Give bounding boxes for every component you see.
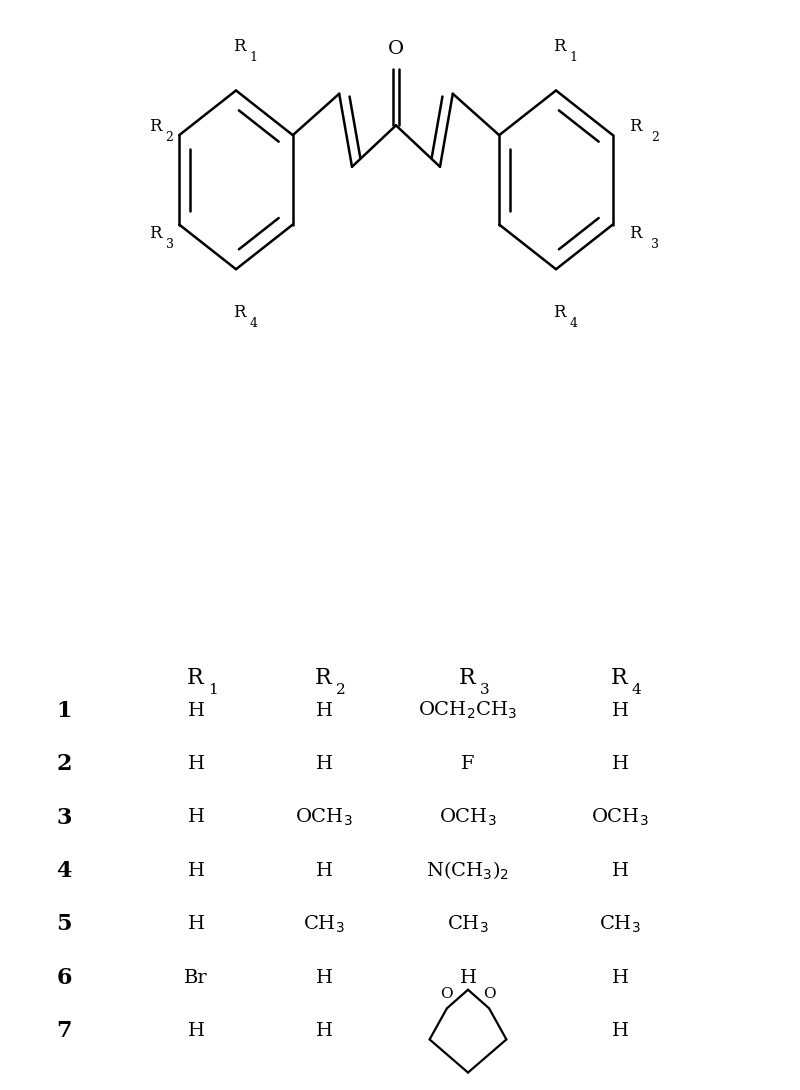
Text: H: H xyxy=(611,1022,629,1040)
Text: 3: 3 xyxy=(166,238,174,251)
Text: H: H xyxy=(187,862,205,880)
Text: 2: 2 xyxy=(166,131,174,144)
Text: 3: 3 xyxy=(56,807,72,828)
Text: CH$_3$: CH$_3$ xyxy=(599,913,641,935)
Text: H: H xyxy=(187,755,205,773)
Text: R: R xyxy=(187,667,204,689)
Text: R: R xyxy=(553,304,566,322)
Text: 4: 4 xyxy=(56,860,72,882)
Text: CH$_3$: CH$_3$ xyxy=(447,913,489,935)
Text: 4: 4 xyxy=(632,683,642,697)
Text: H: H xyxy=(315,862,333,880)
Text: OCH$_3$: OCH$_3$ xyxy=(439,807,497,828)
Text: 7: 7 xyxy=(56,1020,72,1042)
Text: 2: 2 xyxy=(336,683,346,697)
Text: H: H xyxy=(315,969,333,986)
Text: R: R xyxy=(233,304,246,322)
Text: R: R xyxy=(459,667,476,689)
Text: 2: 2 xyxy=(56,753,72,775)
Text: O: O xyxy=(388,40,404,58)
Text: OCH$_3$: OCH$_3$ xyxy=(295,807,353,828)
Text: H: H xyxy=(187,1022,205,1040)
Text: 6: 6 xyxy=(56,967,72,989)
Text: 5: 5 xyxy=(56,913,72,935)
Text: 1: 1 xyxy=(250,51,258,64)
Text: CH$_3$: CH$_3$ xyxy=(303,913,345,935)
Text: H: H xyxy=(611,862,629,880)
Text: 4: 4 xyxy=(570,317,578,330)
Text: 3: 3 xyxy=(480,683,490,697)
Text: H: H xyxy=(315,1022,333,1040)
Text: N(CH$_3$)$_2$: N(CH$_3$)$_2$ xyxy=(426,860,510,882)
Text: 1: 1 xyxy=(208,683,218,697)
Text: R: R xyxy=(553,38,566,56)
Text: H: H xyxy=(315,702,333,719)
Text: R: R xyxy=(149,118,162,135)
Text: 1: 1 xyxy=(56,700,72,722)
Text: R: R xyxy=(629,225,642,242)
Text: H: H xyxy=(611,702,629,719)
Text: 1: 1 xyxy=(570,51,578,64)
Text: 4: 4 xyxy=(250,317,258,330)
Text: H: H xyxy=(315,755,333,773)
Text: OCH$_2$CH$_3$: OCH$_2$CH$_3$ xyxy=(418,700,518,722)
Text: O: O xyxy=(483,988,495,1002)
Text: 2: 2 xyxy=(651,131,659,144)
Text: H: H xyxy=(611,755,629,773)
Text: R: R xyxy=(149,225,162,242)
Text: R: R xyxy=(315,667,332,689)
Text: H: H xyxy=(187,702,205,719)
Text: R: R xyxy=(233,38,246,56)
Text: F: F xyxy=(462,755,474,773)
Text: H: H xyxy=(459,969,477,986)
Text: 3: 3 xyxy=(651,238,659,251)
Text: R: R xyxy=(611,667,628,689)
Text: H: H xyxy=(187,916,205,933)
Text: H: H xyxy=(187,809,205,826)
Text: R: R xyxy=(629,118,642,135)
Text: OCH$_3$: OCH$_3$ xyxy=(591,807,649,828)
Text: H: H xyxy=(611,969,629,986)
Text: O: O xyxy=(441,988,453,1002)
Text: Br: Br xyxy=(184,969,208,986)
